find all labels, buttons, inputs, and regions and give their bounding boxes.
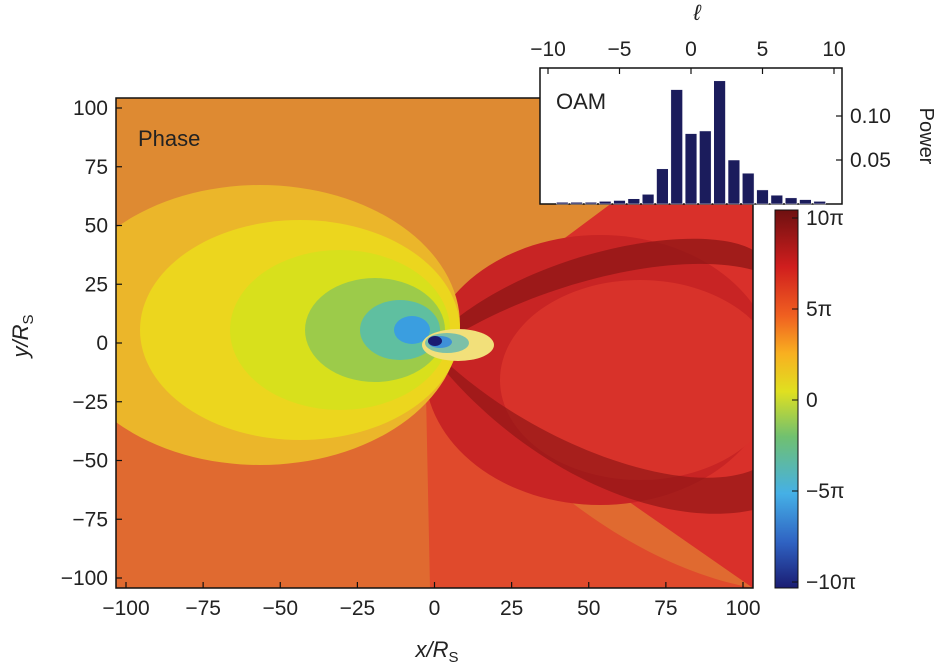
- oam-bar: [584, 201, 598, 205]
- x-tick-label: 50: [577, 597, 600, 620]
- y-axis-label-sub: S: [20, 314, 37, 324]
- x-tick-label: −75: [185, 597, 221, 620]
- x-axis-label-sub: S: [448, 649, 458, 666]
- main-x-ticks: −100 −75 −50 −25 0 25 50 75 100: [102, 582, 761, 620]
- colorbar-ticks: 10π 5π 0 −5π −10π: [792, 207, 856, 594]
- oam-y-tick-label: 0.10: [850, 105, 891, 128]
- phase-map-lower-right-region: [425, 345, 753, 588]
- colorbar-tick-label: 5π: [806, 298, 832, 321]
- oam-x-tick-label: −10: [530, 38, 566, 61]
- right-lobe-inner: [500, 280, 753, 480]
- oam-bar: [570, 201, 583, 205]
- oam-bar: [756, 189, 769, 205]
- oam-bar: [784, 197, 798, 205]
- x-tick-label: −25: [340, 597, 376, 620]
- y-tick-label: −50: [72, 450, 108, 473]
- oam-y-tick-label: 0.05: [850, 149, 891, 172]
- oam-bar: [813, 201, 826, 205]
- x-axis-label: x/RS: [414, 637, 458, 666]
- y-tick-label: 0: [96, 332, 108, 355]
- oam-bar: [656, 168, 669, 205]
- y-tick-label: −75: [72, 508, 108, 531]
- oam-x-axis-label: ℓ: [692, 0, 701, 25]
- oam-x-tick-label: 10: [822, 38, 845, 61]
- oam-bar: [799, 199, 812, 205]
- oam-bar: [556, 201, 569, 205]
- x-tick-label: −50: [262, 597, 298, 620]
- oam-label: OAM: [556, 89, 606, 114]
- y-tick-label: 75: [85, 156, 108, 179]
- colorbar-tick-label: −5π: [806, 480, 844, 503]
- y-axis-label-main: y/R: [8, 324, 33, 359]
- y-tick-label: −100: [61, 567, 108, 590]
- y-tick-label: 25: [85, 273, 108, 296]
- y-tick-label: 100: [73, 97, 108, 120]
- main-y-ticks: −100 −75 −50 −25 0 25 50 75 100: [61, 97, 122, 590]
- oam-bar: [770, 194, 783, 205]
- oam-x-tick-label: 5: [757, 38, 769, 61]
- y-axis-label: y/RS: [8, 314, 37, 359]
- x-tick-label: 75: [654, 597, 677, 620]
- colorbar-tick-label: 10π: [806, 207, 844, 230]
- oam-bar: [727, 159, 741, 205]
- oam-bar: [713, 80, 726, 205]
- right-lobe-dark-band: [430, 238, 753, 345]
- x-axis-label-main: x/R: [414, 637, 448, 662]
- center-dark-core: [428, 336, 442, 346]
- oam-bar: [684, 133, 698, 205]
- left-lobe-blue: [394, 316, 430, 344]
- oam-x-ticks: −10 −5 0 5 10: [530, 38, 846, 74]
- y-tick-label: −25: [72, 391, 108, 414]
- right-lobe-dark-band-lower: [428, 346, 753, 514]
- x-tick-label: 25: [500, 597, 523, 620]
- x-tick-label: −100: [102, 597, 149, 620]
- oam-bar: [699, 130, 712, 205]
- phase-label: Phase: [138, 126, 200, 151]
- oam-bar: [670, 89, 683, 205]
- oam-bar: [627, 198, 640, 205]
- oam-y-ticks: 0.05 0.10: [836, 105, 891, 172]
- x-tick-label: 0: [429, 597, 441, 620]
- oam-x-tick-label: −5: [608, 38, 632, 61]
- oam-bar: [599, 201, 612, 205]
- oam-y-axis-label: Power: [915, 108, 937, 165]
- oam-bar: [742, 172, 755, 205]
- colorbar-tick-label: 0: [806, 389, 818, 412]
- colorbar: [774, 209, 799, 589]
- oam-bar: [641, 194, 655, 205]
- y-tick-label: 50: [85, 215, 108, 238]
- oam-bar: [613, 200, 626, 205]
- oam-x-tick-label: 0: [685, 38, 697, 61]
- colorbar-tick-label: −10π: [806, 571, 856, 594]
- oam-bars: [556, 80, 826, 205]
- x-tick-label: 100: [725, 597, 760, 620]
